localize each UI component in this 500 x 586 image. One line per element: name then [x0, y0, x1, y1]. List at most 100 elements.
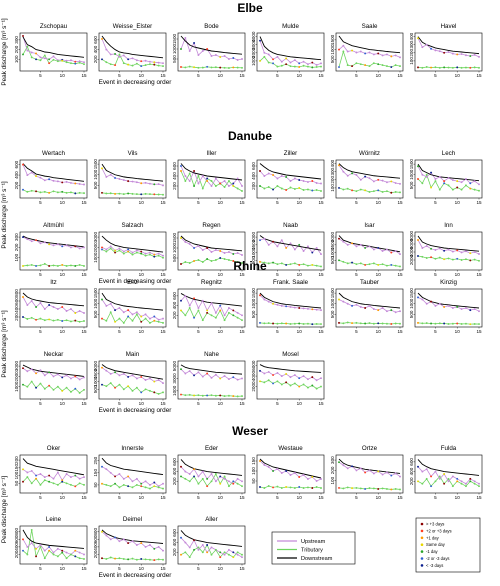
x-tick-label: 15 — [476, 272, 482, 277]
upstream-point — [236, 553, 239, 556]
x-tick-label: 15 — [81, 329, 87, 334]
tributary-point — [276, 322, 279, 325]
tributary-point — [241, 485, 243, 488]
tributary-point — [135, 193, 138, 196]
tributary-point — [298, 187, 301, 189]
x-tick-label: 5 — [118, 73, 121, 78]
upstream-point — [188, 243, 191, 245]
legend-label-tributary: Tributary — [301, 548, 323, 554]
upstream-point — [267, 300, 270, 303]
tributary-point — [430, 186, 433, 189]
upstream-point — [74, 182, 77, 185]
upstream-point — [144, 545, 147, 548]
panel-frame — [98, 525, 167, 565]
upstream-point — [368, 304, 371, 307]
upstream-point — [61, 306, 64, 308]
upstream-point — [267, 466, 270, 468]
x-tick-label: 15 — [476, 73, 482, 78]
tributary-point — [399, 265, 401, 268]
tributary-point — [232, 556, 235, 559]
upstream-point — [109, 53, 112, 56]
x-tick-label: 5 — [276, 200, 279, 205]
upstream-point — [201, 375, 204, 378]
x-tick-label: 15 — [81, 73, 87, 78]
tributary-point — [263, 381, 266, 384]
tributary-point — [56, 264, 59, 267]
upstream-point — [69, 308, 72, 310]
downstream-line — [259, 292, 322, 309]
panel-frame — [98, 32, 167, 72]
upstream-point — [438, 302, 441, 305]
tributary-point — [219, 394, 222, 397]
tributary-point — [236, 395, 239, 398]
tributary-point — [385, 487, 388, 490]
tributary-point — [144, 486, 147, 489]
tributary-point — [469, 480, 472, 483]
upstream-point — [351, 172, 354, 175]
tributary-point — [148, 63, 151, 66]
tributary-point — [206, 65, 209, 68]
upstream-point — [153, 315, 156, 318]
tributary-point — [61, 190, 64, 193]
upstream-point — [447, 480, 450, 483]
tributary-point — [180, 553, 182, 556]
tributary-point — [280, 322, 283, 325]
tributary-point — [232, 395, 235, 398]
x-tick-label: 10 — [376, 329, 382, 334]
downstream-line — [259, 163, 322, 180]
upstream-point — [473, 480, 476, 483]
upstream-point — [355, 469, 358, 472]
tributary-point — [478, 189, 480, 192]
tributary-point — [276, 380, 279, 383]
tributary-point — [259, 486, 261, 488]
upstream-point — [417, 165, 419, 168]
tributary-point — [101, 383, 103, 386]
y-tick-label: 400 — [409, 32, 414, 40]
upstream-point — [478, 310, 480, 313]
tributary-point — [157, 193, 160, 196]
panel-frame — [177, 360, 246, 400]
tributary-point — [280, 187, 283, 190]
upstream-point — [30, 171, 33, 174]
x-tick-label: 10 — [297, 329, 303, 334]
tributary-point — [140, 252, 143, 255]
tributary-point — [210, 480, 213, 483]
tributary-point — [478, 66, 480, 69]
x-tick-label: 15 — [160, 566, 166, 571]
x-tick-label: 10 — [218, 272, 224, 277]
x-tick-label: 10 — [297, 495, 303, 500]
upstream-point — [346, 50, 349, 53]
lag-legend-dot — [420, 522, 424, 526]
panel-frame — [414, 32, 483, 72]
upstream-point — [56, 471, 59, 474]
tributary-point — [236, 66, 239, 69]
tributary-point — [188, 65, 191, 68]
upstream-point — [438, 175, 441, 178]
tributary-point — [127, 250, 130, 253]
tributary-point — [56, 555, 59, 558]
tributary-point — [197, 175, 200, 177]
upstream-point — [377, 178, 380, 181]
upstream-point — [223, 553, 226, 556]
upstream-line — [259, 40, 322, 66]
tributary-point — [377, 189, 380, 192]
upstream-point — [30, 240, 33, 243]
x-tick-label: 5 — [434, 73, 437, 78]
upstream-point — [351, 242, 354, 245]
upstream-point — [298, 62, 301, 65]
upstream-point — [105, 48, 108, 51]
tributary-point — [434, 322, 437, 325]
tributary-point — [184, 314, 187, 317]
upstream-point — [127, 248, 130, 251]
tributary-point — [135, 386, 138, 389]
upstream-point — [184, 372, 187, 375]
tributary-point — [193, 185, 196, 187]
y-tick-label: 400 — [172, 467, 177, 475]
y-tick-label: 2000 — [251, 232, 256, 243]
tributary-point — [293, 188, 296, 190]
upstream-point — [478, 55, 480, 58]
upstream-point — [210, 302, 213, 305]
